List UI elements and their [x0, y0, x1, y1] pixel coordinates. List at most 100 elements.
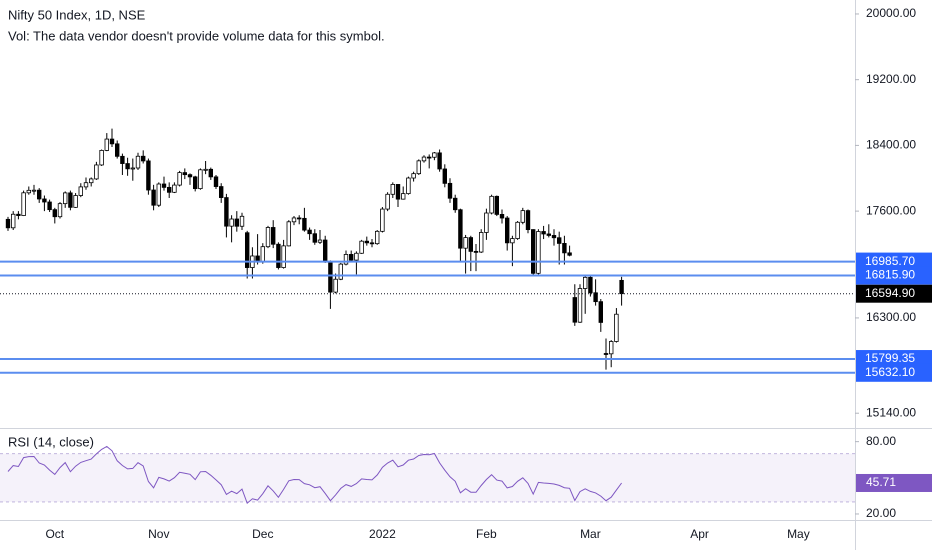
level-tag	[856, 350, 932, 369]
candle-body	[478, 232, 484, 253]
candle-body	[369, 242, 375, 245]
candle-body	[468, 237, 473, 252]
candle-body	[447, 182, 453, 199]
candle-body	[354, 252, 359, 261]
x-tick-label: 2022	[369, 527, 396, 541]
candle-body	[531, 229, 536, 274]
candle-body	[239, 215, 245, 227]
candle-body	[109, 138, 115, 145]
candle-body	[619, 279, 624, 295]
candle-body	[192, 176, 198, 190]
candle-body	[291, 217, 297, 223]
y-tick-label: 17600.00	[866, 203, 916, 217]
candle-body	[198, 169, 203, 190]
candle-body	[598, 301, 603, 323]
candle-body	[593, 292, 598, 303]
candle-body	[614, 313, 619, 342]
candle-body	[68, 192, 73, 208]
y-tick-label: 20000.00	[866, 6, 916, 20]
candle-body	[426, 156, 432, 159]
candle-body	[557, 237, 562, 244]
x-tick-label: Feb	[476, 527, 497, 541]
rsi-value-label: 45.71	[866, 475, 896, 489]
y-tick-label: 20.00	[866, 506, 896, 520]
candle-body	[130, 167, 135, 170]
candle-body	[5, 218, 11, 229]
last-price-label: 16594.90	[865, 286, 915, 300]
x-tick-label: Mar	[580, 527, 601, 541]
candle-body	[567, 252, 572, 256]
candle-body	[83, 182, 89, 188]
candle-body	[437, 152, 442, 170]
candle-body	[104, 138, 109, 151]
candle-body	[343, 254, 349, 265]
candle-body	[89, 178, 94, 184]
candle-body	[380, 208, 385, 232]
candle-body	[463, 237, 468, 249]
candle-body	[281, 245, 286, 268]
candle-body	[484, 212, 489, 233]
candle-body	[73, 195, 78, 208]
rsi-value-tag	[856, 473, 932, 492]
candle-body	[603, 353, 609, 355]
y-tick-label: 16300.00	[866, 310, 916, 324]
candle-body	[328, 261, 333, 293]
candle-body	[390, 184, 395, 195]
candle-body	[348, 254, 354, 261]
candle-body	[270, 227, 276, 245]
candle-body	[400, 193, 406, 200]
candle-body	[536, 231, 541, 274]
candle-body	[583, 276, 588, 289]
rsi-line	[7, 445, 623, 505]
candle-body	[411, 173, 416, 179]
level-label: 16985.70	[865, 254, 915, 268]
candle-body	[172, 184, 177, 193]
candle-body	[489, 195, 494, 214]
plot-area: 20000.00 19200.00 18400.00 17600.00 16300.00…	[0, 6, 932, 541]
last-price-tag	[856, 284, 932, 303]
x-tick-label: Oct	[45, 527, 64, 541]
candle-body	[406, 177, 411, 195]
candle-body	[458, 209, 463, 249]
candle-body	[37, 189, 42, 200]
candle-body	[333, 278, 338, 293]
candle-body	[135, 155, 141, 169]
x-tick-label: Apr	[690, 527, 709, 541]
candle-body	[515, 221, 520, 239]
candle-body	[31, 189, 37, 192]
candle-body	[322, 239, 328, 263]
candle-body	[296, 217, 302, 220]
candle-body	[52, 209, 57, 218]
candle-body	[10, 213, 16, 229]
candle-body	[146, 160, 151, 191]
candle-body	[338, 263, 343, 280]
candle-body	[78, 186, 83, 196]
candle-body	[499, 214, 505, 219]
candle-body	[473, 250, 479, 253]
candle-body	[99, 150, 104, 166]
candle-body	[229, 218, 234, 227]
candle-body	[120, 155, 125, 164]
chart-title: Nifty 50 Index, 1D, NSE	[8, 7, 146, 22]
candle-body	[359, 240, 364, 254]
candle-body	[302, 217, 307, 231]
candle-body	[609, 341, 614, 355]
candle-body	[562, 243, 567, 254]
candle-body	[577, 288, 583, 323]
candle-body	[374, 230, 380, 245]
candle-body	[265, 227, 271, 248]
candle-body	[525, 210, 531, 231]
level-label: 15799.35	[865, 351, 915, 365]
candle-body	[140, 155, 146, 162]
candle-body	[208, 168, 213, 178]
candle-body	[182, 172, 187, 176]
candle-body	[224, 197, 229, 227]
candle-body	[520, 210, 525, 223]
candle-body	[572, 297, 577, 323]
level-tag	[856, 252, 932, 271]
candle-body	[26, 189, 31, 194]
candle-body	[151, 189, 156, 206]
candle-body	[42, 198, 47, 203]
rsi-band	[0, 453, 855, 502]
